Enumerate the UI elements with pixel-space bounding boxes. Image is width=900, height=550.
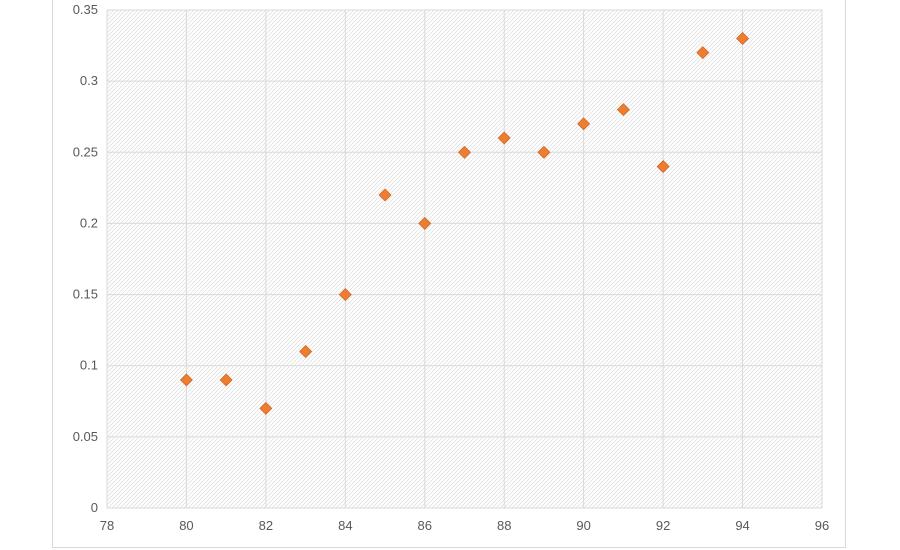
x-tick-label: 84: [338, 518, 352, 533]
y-tick-label: 0.3: [80, 73, 98, 88]
plot-area: [107, 10, 822, 508]
data-point: [458, 145, 471, 159]
x-tick-label: 80: [179, 518, 193, 533]
data-point: [259, 401, 273, 415]
data-point: [537, 145, 551, 159]
x-tick-label: 92: [656, 518, 670, 533]
y-tick-label: 0.05: [73, 429, 98, 444]
y-tick-label: 0: [91, 500, 98, 515]
data-point: [736, 32, 749, 45]
y-tick-label: 0.15: [73, 287, 98, 302]
data-points: [180, 32, 749, 415]
data-point: [378, 188, 392, 202]
y-tick-label: 0.2: [80, 215, 98, 230]
x-tick-label: 96: [815, 518, 829, 533]
x-tick-label: 94: [735, 518, 749, 533]
axes: 0 0.05 0.1 0.15 0.2 0.25 0.3 0.35 78 80 82 84 86 88 90…: [73, 2, 830, 533]
y-tick-label: 0.35: [73, 2, 98, 17]
data-point: [616, 103, 630, 117]
data-point: [497, 131, 511, 145]
x-tick-label: 88: [497, 518, 511, 533]
data-point: [219, 373, 233, 387]
scatter-chart: 0 0.05 0.1 0.15 0.2 0.25 0.3 0.35 78 80 82 84 86 88 90…: [73, 2, 830, 533]
x-tick-label: 86: [418, 518, 432, 533]
y-tick-label: 0.25: [73, 144, 98, 159]
data-point: [577, 117, 591, 131]
data-point: [299, 345, 313, 358]
data-point: [338, 288, 352, 301]
y-tick-label: 0.1: [80, 358, 98, 373]
data-point: [418, 217, 432, 230]
chart-container: 0 0.05 0.1 0.15 0.2 0.25 0.3 0.35 78 80 82 84 86 88 90…: [52, 0, 846, 548]
data-point: [180, 373, 193, 387]
x-tick-label: 78: [100, 518, 114, 533]
data-point: [696, 46, 710, 60]
x-tick-label: 90: [576, 518, 590, 533]
data-point: [656, 160, 670, 173]
x-tick-label: 82: [259, 518, 273, 533]
